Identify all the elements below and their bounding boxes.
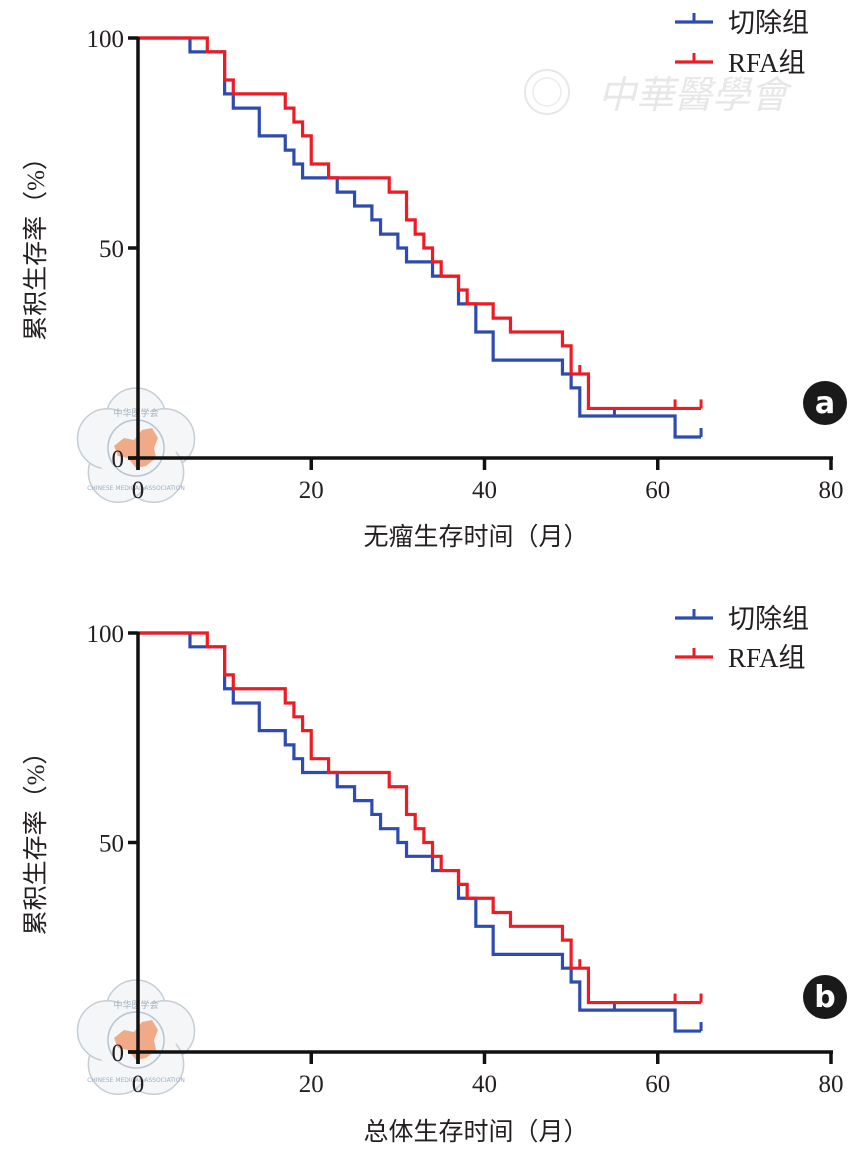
y-tick-label: 0 (112, 1040, 125, 1067)
legend-line-icon (675, 609, 713, 620)
watermark-text: 中華醫學會 (598, 73, 793, 117)
legend-item-resection: 切除组 (675, 604, 809, 634)
y-tick-label: 100 (87, 26, 125, 53)
legend-item-resection: 切除组 (675, 8, 809, 38)
x-tick-label: 60 (645, 1071, 670, 1098)
x-tick-label: 20 (299, 477, 324, 504)
plot-area (138, 631, 703, 1033)
axes: 0 50 100 0 20 40 60 80 (87, 26, 844, 504)
y-tick-label: 0 (112, 446, 125, 473)
legend-line-icon (675, 648, 713, 659)
legend-line-icon (675, 13, 713, 24)
y-tick-label: 50 (99, 236, 124, 263)
x-tick-label: 60 (645, 477, 670, 504)
y-tick-label: 50 (99, 831, 124, 858)
legend-label: 切除组 (728, 8, 809, 38)
survival-curve (138, 631, 702, 1005)
x-tick-label: 20 (299, 1071, 324, 1098)
x-tick-label: 0 (132, 1071, 145, 1098)
y-axis-title: 累积生存率（%） (22, 740, 50, 936)
badge-circle (803, 381, 847, 425)
x-axis-title: 总体生存时间（月） (363, 1118, 588, 1146)
legend: 切除组 RFA组 (675, 604, 809, 673)
seal-text-cn: 中华医学会 (113, 999, 158, 1011)
legend-item-rfa: RFA组 (675, 48, 806, 78)
seal-map (114, 1020, 158, 1060)
seal-logo-icon: 中华医学会 CHINESE MEDICAL ASSOCIATION (76, 979, 196, 1096)
x-tick-label: 80 (819, 1071, 844, 1098)
x-tick-label: 40 (472, 1071, 497, 1098)
legend-label: 切除组 (728, 604, 809, 634)
y-tick-label: 100 (87, 621, 125, 648)
seal-text-en: CHINESE MEDICAL ASSOCIATION (87, 485, 185, 492)
axes: 0 50 100 0 20 40 60 80 (87, 621, 844, 1098)
panel-label: b (814, 980, 835, 1015)
legend-item-rfa: RFA组 (675, 643, 806, 673)
plot-area (138, 36, 703, 439)
panel-label: a (815, 386, 835, 421)
survival-curve (138, 36, 702, 411)
x-tick-label: 0 (132, 477, 145, 504)
y-axis-title: 累积生存率（%） (22, 145, 50, 341)
seal-inner-ring (107, 1011, 165, 1069)
seal-text-cn: 中华医学会 (113, 407, 158, 419)
survival-curve (138, 631, 702, 1033)
watermark-seal-icon (524, 69, 570, 115)
survival-curve (138, 36, 702, 439)
x-tick-label: 40 (472, 477, 497, 504)
x-axis-title: 无瘤生存时间（月） (363, 523, 588, 551)
panel-badge: a (803, 381, 847, 425)
legend-label: RFA组 (728, 643, 806, 673)
x-tick-label: 80 (819, 477, 844, 504)
panel-badge: b (803, 975, 847, 1019)
watermark: 中華醫學會 (524, 69, 793, 117)
seal-text-en: CHINESE MEDICAL ASSOCIATION (87, 1077, 185, 1084)
badge-circle (803, 975, 847, 1019)
series-rfa (138, 631, 703, 1005)
series-resection (138, 631, 703, 1033)
legend-line-icon (675, 53, 713, 64)
seal-inner-ring (107, 419, 165, 477)
series-rfa (138, 36, 703, 411)
legend-label: RFA组 (728, 48, 806, 78)
legend: 切除组 RFA组 (675, 8, 809, 78)
